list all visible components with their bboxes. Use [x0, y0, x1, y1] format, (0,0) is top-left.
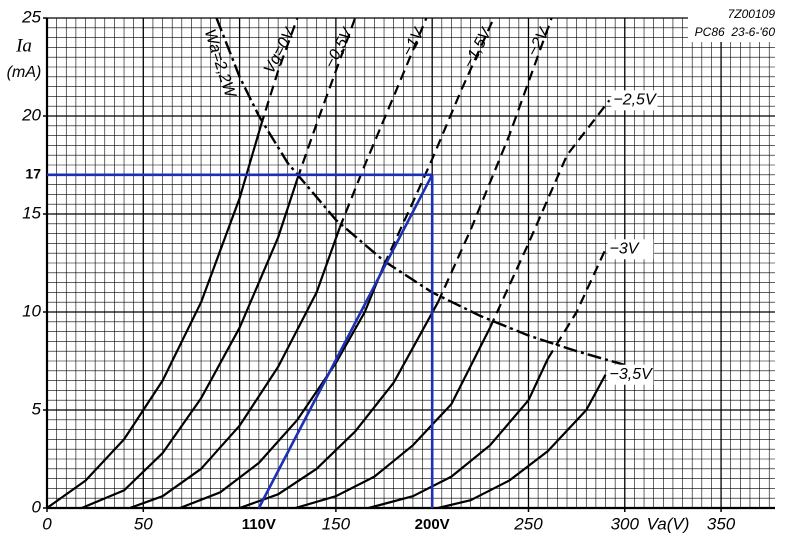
tube-curve	[338, 17, 428, 229]
label-box	[688, 4, 776, 42]
x-axis-label: Va(V)	[647, 514, 690, 533]
power-curve	[215, 17, 626, 367]
x-tick-label: 50	[134, 514, 153, 533]
tube-curve	[295, 327, 491, 510]
x-marker-label: 200V	[415, 516, 450, 533]
tube-curve	[436, 17, 553, 303]
tube-curve	[81, 178, 299, 510]
plot-marks	[46, 17, 626, 510]
label-box	[607, 239, 654, 260]
tube-label: PC86 23-6-'60	[695, 25, 776, 39]
tube-curve	[129, 227, 341, 510]
tube-curve	[368, 358, 549, 510]
label-box	[4, 34, 42, 86]
x-tick-label: 300	[611, 514, 640, 533]
x-marker-label: 110V	[242, 516, 276, 533]
y-axis-label: Ia	[15, 35, 32, 56]
label-box	[607, 364, 654, 385]
tube-curve	[259, 17, 299, 127]
curve-label: −3,5V	[610, 366, 654, 383]
y-marker-label: 17	[25, 166, 41, 182]
label-box	[611, 90, 658, 111]
tube-curve	[383, 17, 495, 266]
tube-curve	[239, 301, 439, 510]
tube-curve	[296, 17, 357, 180]
x-tick-label: 150	[322, 514, 351, 533]
tube-curve	[46, 125, 262, 509]
y-tick-label: 25	[21, 7, 41, 26]
load-line	[257, 174, 434, 509]
x-tick-label: 250	[513, 514, 543, 533]
figure-code: 7Z00109	[728, 7, 776, 21]
y-tick-label: 20	[21, 105, 41, 124]
tube-curve	[179, 264, 386, 510]
curve-label: −3V	[610, 240, 640, 257]
grid	[45, 17, 775, 510]
label-box	[236, 515, 281, 535]
y-tick-label: 15	[22, 203, 41, 222]
y-axis-unit: (mA)	[7, 64, 42, 81]
y-tick-label: 10	[22, 301, 41, 320]
x-tick-label: 0	[42, 514, 52, 533]
tube-curve	[546, 248, 607, 360]
y-tick-label: 5	[32, 399, 42, 418]
x-tick-label: 350	[707, 514, 736, 533]
curve-label: −2,5V	[613, 92, 657, 109]
y-tick-label: 0	[32, 497, 42, 516]
label-box	[410, 515, 455, 535]
tube-curve	[437, 374, 607, 510]
